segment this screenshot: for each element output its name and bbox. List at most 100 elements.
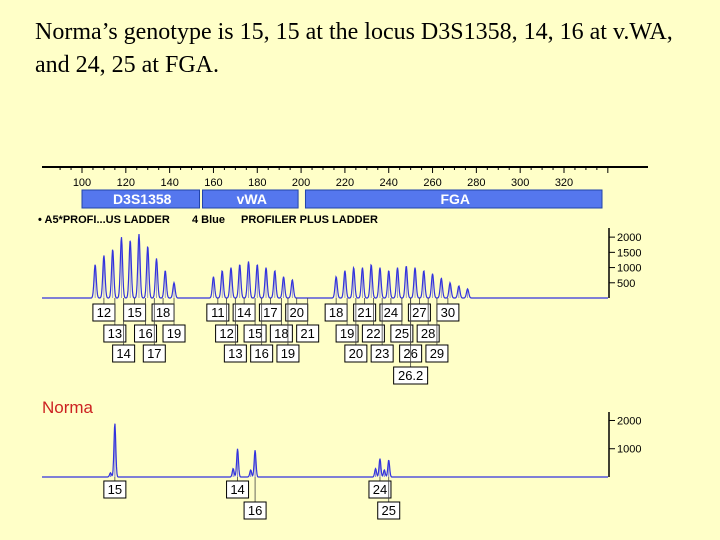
- allele-box: [344, 344, 368, 363]
- allele-box: [269, 324, 293, 343]
- locus-label: vWA: [237, 191, 267, 207]
- allele-box: [223, 344, 247, 363]
- allele-label: 30: [441, 305, 455, 320]
- size-tick-label: 240: [380, 177, 398, 189]
- size-tick-label: 120: [117, 177, 135, 189]
- allele-box: [276, 344, 300, 363]
- allele-box: [425, 344, 449, 363]
- allele-label: 26.2: [398, 368, 423, 383]
- allele-label: 13: [108, 326, 122, 341]
- allele-box: [206, 303, 230, 322]
- size-tick-label: 300: [511, 177, 529, 189]
- allele-box: [112, 344, 136, 363]
- allele-box: [134, 324, 158, 343]
- allele-label: 15: [127, 305, 141, 320]
- y-tick-label: 500: [617, 278, 635, 290]
- size-tick-label: 160: [204, 177, 222, 189]
- allele-label: 12: [219, 326, 233, 341]
- allele-box: [243, 501, 267, 520]
- allele-label: 18: [329, 305, 343, 320]
- size-tick-label: 140: [160, 177, 178, 189]
- allele-label: 28: [421, 326, 435, 341]
- allele-box: [368, 480, 392, 499]
- sample-name: Norma: [42, 398, 94, 417]
- size-tick-label: 320: [555, 177, 573, 189]
- allele-label: 11: [211, 305, 225, 320]
- allele-label: 18: [156, 305, 170, 320]
- allele-box: [416, 324, 440, 343]
- allele-label: 16: [138, 326, 152, 341]
- ladder-header-name: PROFILER PLUS LADDER: [241, 214, 378, 226]
- allele-label: 13: [228, 346, 242, 361]
- allele-box: [162, 324, 186, 343]
- allele-box: [335, 324, 359, 343]
- size-tick-label: 280: [467, 177, 485, 189]
- allele-box: [296, 324, 320, 343]
- allele-label: 18: [274, 326, 288, 341]
- allele-box: [370, 344, 394, 363]
- allele-label: 17: [147, 346, 161, 361]
- allele-box: [390, 324, 414, 343]
- y-tick-label: 2000: [617, 415, 641, 427]
- sample-y-axis: 2000 1000: [608, 412, 641, 477]
- allele-label: 21: [300, 326, 314, 341]
- allele-label: 15: [108, 482, 122, 497]
- allele-label: 29: [430, 346, 444, 361]
- trace-line: [42, 234, 608, 299]
- allele-label: 25: [381, 503, 395, 518]
- allele-box: [243, 324, 267, 343]
- y-tick-label: 1500: [617, 247, 641, 259]
- allele-label: 24: [373, 482, 387, 497]
- ladder-header-dye: 4 Blue: [192, 214, 225, 226]
- allele-label: 19: [167, 326, 181, 341]
- locus-bar-d3s1358: [81, 189, 200, 209]
- y-tick-label: 1000: [617, 444, 641, 456]
- size-tick-label: 180: [248, 177, 266, 189]
- allele-label: 14: [116, 346, 130, 361]
- allele-box: [353, 303, 377, 322]
- allele-box: [407, 303, 431, 322]
- ladder-header-panel: • A5*PROFI...US LADDER: [38, 214, 170, 226]
- locus-bar-vwa: [202, 189, 299, 209]
- allele-label: 20: [349, 346, 363, 361]
- allele-label: 16: [248, 503, 262, 518]
- allele-box: [103, 324, 127, 343]
- allele-box: [361, 324, 385, 343]
- allele-box: [103, 480, 127, 499]
- allele-box: [215, 324, 239, 343]
- allele-box: [142, 344, 166, 363]
- size-tick-label: 260: [423, 177, 441, 189]
- allele-label: 22: [366, 326, 380, 341]
- allele-label: 23: [375, 346, 389, 361]
- size-tick-label: 100: [73, 177, 91, 189]
- locus-label: FGA: [440, 191, 470, 207]
- allele-label: 12: [97, 305, 111, 320]
- allele-label: 21: [357, 305, 371, 320]
- allele-label: 14: [237, 305, 251, 320]
- ladder-y-axis: 2000 1500 1000 500: [608, 228, 641, 298]
- allele-label: 16: [254, 346, 268, 361]
- allele-label: 17: [263, 305, 277, 320]
- allele-box: [377, 501, 401, 520]
- allele-label: 25: [395, 326, 409, 341]
- allele-label: 24: [384, 305, 398, 320]
- locus-bar-fga: [304, 189, 603, 209]
- allele-label: 19: [340, 326, 354, 341]
- allele-label: 20: [289, 305, 303, 320]
- allele-box: [393, 366, 429, 385]
- locus-label: D3S1358: [113, 191, 172, 207]
- size-tick-label: 220: [336, 177, 354, 189]
- sample-trace: [42, 423, 608, 478]
- slide-title: Norma’s genotype is 15, 15 at the locus …: [35, 19, 673, 78]
- sample-allele-labels: 15 14 16 24 25: [103, 477, 401, 520]
- trace-line: [42, 423, 608, 478]
- size-axis: 100 120 140 160 180 200 220 240 260 280 300 320: [42, 166, 648, 189]
- y-tick-label: 2000: [617, 232, 641, 244]
- allele-box: [250, 344, 274, 363]
- locus-bars: D3S1358 vWA FGA: [81, 189, 603, 209]
- ladder-trace: [42, 234, 608, 299]
- allele-label: 19: [281, 346, 295, 361]
- allele-label: 14: [230, 482, 244, 497]
